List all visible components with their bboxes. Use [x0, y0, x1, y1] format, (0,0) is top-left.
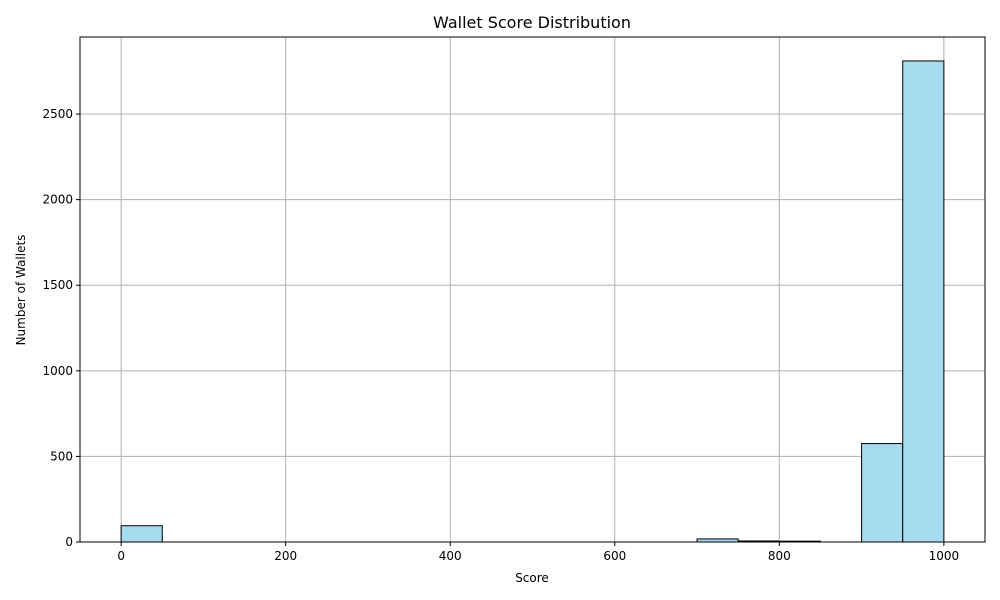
x-tick-label: 800	[768, 549, 791, 563]
y-tick-label: 1000	[42, 364, 73, 378]
plot-frame	[79, 36, 986, 543]
histogram-bar	[861, 443, 904, 543]
y-tick-label: 2500	[42, 107, 73, 121]
y-tick-label: 0	[65, 535, 73, 549]
grid-lines	[80, 37, 985, 543]
y-axis-label: Number of Wallets	[14, 235, 28, 346]
chart-title: Wallet Score Distribution	[433, 13, 631, 32]
x-tick-label: 200	[274, 549, 297, 563]
histogram-bar	[902, 60, 945, 543]
y-tick-label: 1500	[42, 278, 73, 292]
histogram-bar	[120, 525, 163, 543]
y-tick-label: 500	[50, 449, 73, 463]
x-axis-label: Score	[515, 571, 549, 585]
x-tick-label: 600	[603, 549, 626, 563]
x-tick-label: 0	[117, 549, 125, 563]
y-tick-label: 2000	[42, 193, 73, 207]
x-tick-label: 1000	[929, 549, 960, 563]
axis-ticks: 0 200 400 600 800 1000 0 500 1000 1500 2000 2500	[42, 107, 959, 563]
histogram-bars	[120, 60, 945, 543]
x-tick-label: 400	[439, 549, 462, 563]
